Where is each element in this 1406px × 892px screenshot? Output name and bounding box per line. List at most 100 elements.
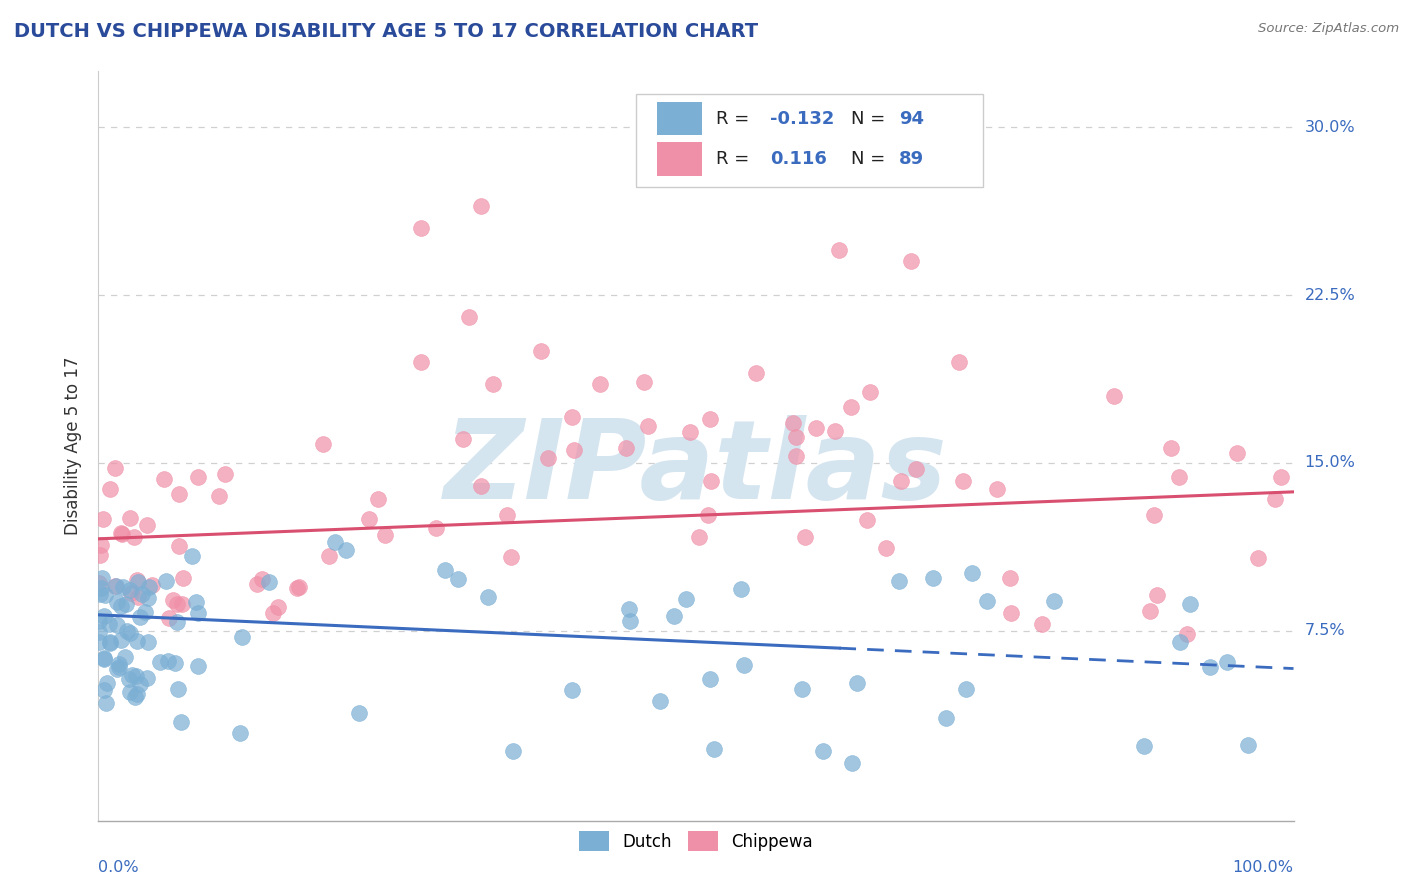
- Point: [93, 652, 115, 666]
- Point: [105, 617, 128, 632]
- Point: [162, 592, 184, 607]
- Point: [499, 550, 522, 565]
- Point: [955, 681, 977, 696]
- Text: 15.0%: 15.0%: [1305, 455, 1355, 470]
- Point: [93, 651, 115, 665]
- Point: [166, 615, 188, 629]
- Point: [367, 491, 389, 506]
- Point: [976, 594, 998, 608]
- Point: [856, 513, 879, 527]
- Point: [496, 508, 519, 523]
- FancyBboxPatch shape: [637, 94, 983, 187]
- Point: [98, 616, 121, 631]
- Point: [960, 566, 983, 580]
- Point: [120, 685, 142, 699]
- Text: 100.0%: 100.0%: [1233, 860, 1294, 874]
- Point: [246, 576, 269, 591]
- Point: [1264, 492, 1286, 507]
- Point: [785, 430, 807, 444]
- Point: [562, 443, 585, 458]
- Point: [633, 376, 655, 390]
- Point: [98, 636, 121, 650]
- Point: [155, 574, 177, 589]
- Point: [87, 575, 110, 590]
- Point: [1270, 470, 1292, 484]
- Point: [89, 635, 111, 649]
- Point: [125, 669, 148, 683]
- Point: [120, 511, 142, 525]
- Point: [318, 549, 340, 563]
- Point: [89, 548, 111, 562]
- Point: [824, 424, 846, 438]
- Point: [104, 579, 127, 593]
- Point: [1160, 441, 1182, 455]
- Point: [135, 517, 157, 532]
- Point: [952, 475, 974, 489]
- Text: 89: 89: [900, 150, 924, 168]
- Point: [1000, 606, 1022, 620]
- Point: [90, 582, 112, 596]
- Point: [875, 541, 897, 555]
- Point: [1168, 469, 1191, 483]
- Point: [828, 244, 851, 258]
- Point: [1031, 617, 1053, 632]
- Point: [411, 355, 433, 369]
- Point: [214, 467, 236, 481]
- Point: [184, 594, 207, 608]
- Point: [1175, 627, 1198, 641]
- Point: [502, 743, 524, 757]
- Point: [433, 563, 456, 577]
- Text: DUTCH VS CHIPPEWA DISABILITY AGE 5 TO 17 CORRELATION CHART: DUTCH VS CHIPPEWA DISABILITY AGE 5 TO 17…: [14, 22, 758, 41]
- Point: [104, 460, 127, 475]
- Point: [87, 624, 110, 639]
- Point: [451, 432, 474, 446]
- Text: 7.5%: 7.5%: [1305, 623, 1346, 638]
- Point: [688, 530, 710, 544]
- Y-axis label: Disability Age 5 to 17: Disability Age 5 to 17: [63, 357, 82, 535]
- Point: [104, 579, 127, 593]
- Point: [90, 571, 112, 585]
- Point: [696, 508, 718, 523]
- Text: N =: N =: [852, 110, 891, 128]
- Point: [411, 221, 433, 235]
- Point: [98, 635, 121, 649]
- Point: [229, 726, 252, 740]
- Point: [111, 527, 134, 541]
- Text: N =: N =: [852, 150, 891, 168]
- Point: [98, 482, 121, 496]
- Point: [90, 538, 112, 552]
- Point: [561, 683, 583, 698]
- Point: [127, 590, 149, 604]
- Point: [782, 416, 804, 430]
- Point: [149, 655, 172, 669]
- Point: [167, 487, 190, 501]
- Point: [96, 675, 118, 690]
- Point: [181, 549, 204, 563]
- Text: -0.132: -0.132: [770, 110, 834, 128]
- Point: [986, 482, 1008, 496]
- Point: [125, 634, 148, 648]
- Text: 0.116: 0.116: [770, 150, 827, 168]
- Point: [287, 580, 309, 594]
- Point: [257, 575, 280, 590]
- Point: [105, 662, 128, 676]
- Point: [745, 367, 768, 381]
- Point: [157, 611, 180, 625]
- Point: [614, 441, 637, 455]
- Legend: Dutch, Chippewa: Dutch, Chippewa: [572, 825, 820, 857]
- Point: [662, 609, 685, 624]
- Point: [845, 676, 868, 690]
- Point: [481, 377, 505, 392]
- Point: [703, 742, 725, 756]
- Point: [231, 630, 253, 644]
- Point: [530, 343, 553, 358]
- Text: Source: ZipAtlas.com: Source: ZipAtlas.com: [1258, 22, 1399, 36]
- Text: 30.0%: 30.0%: [1305, 120, 1355, 135]
- Point: [617, 601, 640, 615]
- Point: [700, 474, 723, 488]
- Point: [114, 650, 136, 665]
- Text: R =: R =: [716, 110, 755, 128]
- Point: [136, 635, 159, 649]
- Point: [619, 614, 641, 628]
- Point: [107, 660, 129, 674]
